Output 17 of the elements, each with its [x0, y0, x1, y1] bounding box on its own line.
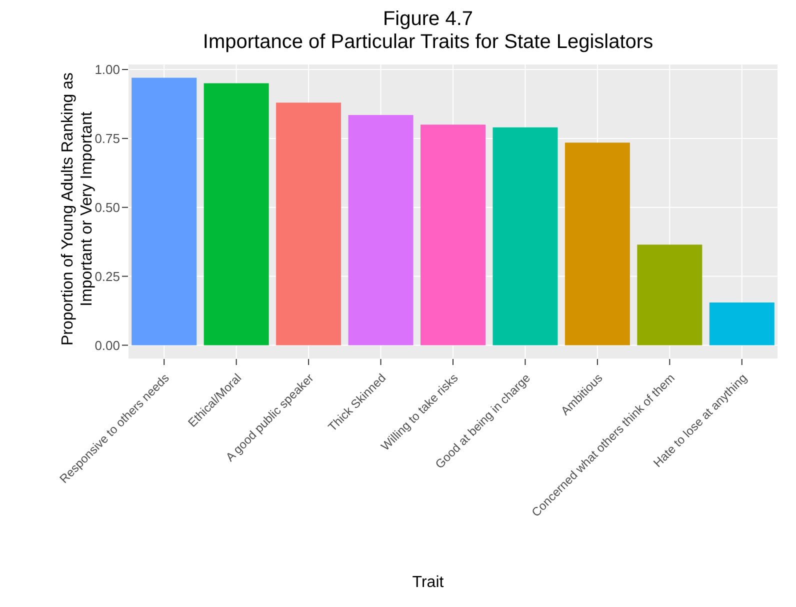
y-tick-label: 0.00 — [94, 338, 120, 353]
bar — [709, 302, 774, 346]
bar — [564, 142, 630, 346]
bar — [132, 78, 197, 346]
x-axis-title: Trait — [411, 574, 445, 592]
y-tick-label: 1.00 — [94, 62, 120, 78]
y-tick-label: 0.25 — [94, 268, 120, 284]
bar — [492, 127, 558, 346]
bar — [276, 102, 342, 346]
bar — [420, 124, 486, 346]
y-axis-title: Proportion of Young Adults Ranking as Important or Very Important — [59, 72, 96, 346]
bar — [637, 244, 702, 346]
y-tick-label: 0.75 — [94, 131, 120, 146]
bar — [204, 83, 269, 346]
bar — [348, 115, 414, 346]
chart-title: Figure 4.7 Importance of Particular Traits for State Legislators — [202, 8, 654, 54]
y-tick-label: 0.50 — [94, 200, 120, 215]
